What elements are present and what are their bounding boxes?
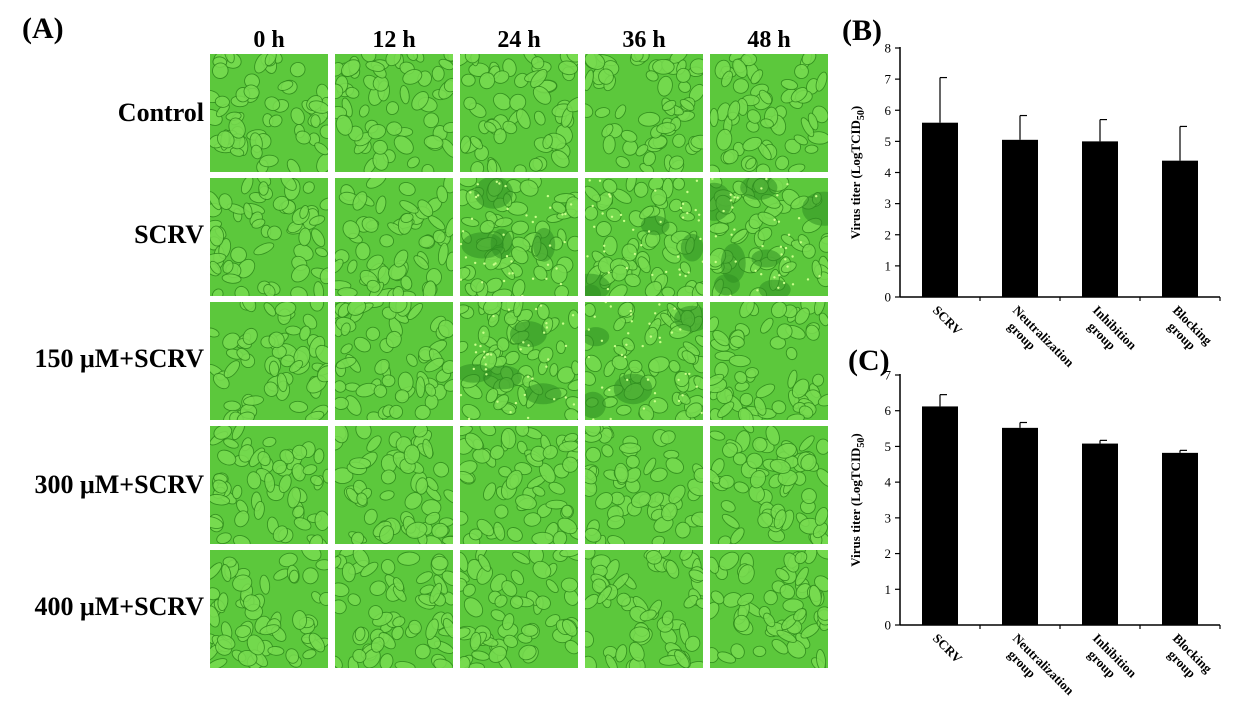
micrograph-texture	[335, 54, 453, 172]
panel-a-letter: (A)	[22, 12, 64, 45]
micrograph-300um-12h	[335, 426, 453, 544]
chart-b-y-axis-label: Virus titer (LogTCID50)	[848, 106, 867, 240]
column-label-48h: 48 h	[747, 27, 791, 53]
row-label-scrv: SCRV	[134, 220, 204, 249]
micrograph-texture	[210, 550, 328, 668]
column-label-24h: 24 h	[497, 27, 541, 53]
chart-b-y-tick-label: 2	[885, 227, 892, 242]
chart-b-bar-3	[1162, 160, 1198, 297]
micrograph-texture	[585, 550, 703, 668]
chart-b-panel-letter: (B)	[842, 14, 882, 47]
chart-c-y-tick-label: 4	[885, 475, 892, 490]
micrograph-300um-48h	[710, 426, 828, 544]
row-label-300um-scrv: 300 μM+SCRV	[34, 470, 204, 499]
micrograph-texture	[210, 178, 328, 296]
micrograph-scrv-48h	[710, 178, 828, 296]
micrograph-texture	[460, 178, 578, 296]
micrograph-scrv-36h	[585, 178, 703, 296]
row-label-control: Control	[117, 98, 204, 127]
micrograph-texture	[460, 426, 578, 544]
micrograph-scrv-12h	[335, 178, 453, 296]
chart-b-y-tick-label: 0	[885, 290, 892, 305]
chart-b-y-tick-label: 3	[885, 196, 892, 211]
micrograph-texture	[210, 302, 328, 420]
chart-b: (B) 0 1 2 3 4 5 6 7 8 Virus titer (LogTCID50) SCRV N…	[840, 0, 1240, 380]
column-label-36h: 36 h	[622, 27, 666, 53]
micrograph-texture	[585, 54, 703, 172]
column-label-12h: 12 h	[372, 27, 416, 53]
chart-c-bar-2	[1082, 443, 1118, 625]
chart-c-bar-0	[922, 406, 958, 625]
micrograph-control-12h	[335, 54, 453, 172]
chart-b-y-tick-label: 8	[885, 41, 892, 56]
chart-c-y-axis-label: Virus titer (LogTCID50)	[848, 433, 867, 567]
micrograph-texture	[460, 54, 578, 172]
chart-c-category-label-2: Inhibitiongroup	[1079, 631, 1140, 692]
micrograph-texture	[585, 426, 703, 544]
chart-b-y-tick-label: 7	[885, 72, 892, 87]
chart-c-bar-1	[1002, 427, 1038, 625]
micrograph-400um-48h	[710, 550, 828, 668]
micrograph-400um-36h	[585, 550, 703, 668]
micrograph-control-0h	[210, 54, 328, 172]
micrograph-control-24h	[460, 54, 578, 172]
chart-b-y-tick-label: 6	[885, 103, 892, 118]
micrograph-texture	[710, 550, 828, 668]
chart-c-y-tick-label: 5	[885, 439, 892, 454]
micrograph-400um-0h	[210, 550, 328, 668]
micrograph-texture	[585, 302, 703, 420]
chart-c-y-tick-label: 3	[885, 510, 892, 525]
chart-b-y-tick-label: 1	[885, 258, 892, 273]
micrograph-150um-36h	[585, 302, 703, 420]
micrograph-texture	[335, 426, 453, 544]
micrograph-300um-0h	[210, 426, 328, 544]
micrograph-300um-36h	[585, 426, 703, 544]
chart-c-y-tick-label: 1	[885, 582, 892, 597]
micrograph-150um-0h	[210, 302, 328, 420]
chart-c-panel-letter: (C)	[848, 344, 890, 377]
micrograph-texture	[710, 302, 828, 420]
chart-c-y-tick-label: 7	[885, 368, 892, 383]
micrograph-150um-48h	[710, 302, 828, 420]
chart-c-y-tick-label: 2	[885, 546, 892, 561]
chart-c-bar-3	[1162, 452, 1198, 625]
micrograph-texture	[710, 426, 828, 544]
chart-c-category-label-0: SCRV	[930, 631, 966, 667]
chart-c: (C) 0 1 2 3 4 5 6 7 Virus titer (LogTCID50) SCRV Ne…	[840, 330, 1240, 712]
micrograph-texture	[710, 178, 828, 296]
chart-b-y-tick-label: 4	[885, 165, 892, 180]
micrograph-scrv-0h	[210, 178, 328, 296]
row-label-400um-scrv: 400 μM+SCRV	[34, 592, 204, 621]
chart-c-svg: (C) 0 1 2 3 4 5 6 7 Virus titer (LogTCID50) SCRV Ne…	[848, 344, 1221, 709]
micrograph-400um-24h	[460, 550, 578, 668]
micrograph-texture	[335, 302, 453, 420]
chart-b-y-tick-label: 5	[885, 134, 892, 149]
micrograph-150um-12h	[335, 302, 453, 420]
chart-c-category-label-1: Neutralizationgroup	[999, 631, 1077, 709]
chart-b-bar-0	[922, 122, 958, 297]
micrograph-300um-24h	[460, 426, 578, 544]
micrograph-texture	[335, 178, 453, 296]
micrograph-150um-24h	[460, 302, 578, 420]
chart-b-bar-2	[1082, 141, 1118, 297]
micrograph-400um-12h	[335, 550, 453, 668]
micrograph-control-48h	[710, 54, 828, 172]
micrograph-texture	[460, 550, 578, 668]
micrograph-texture	[210, 426, 328, 544]
micrograph-texture	[585, 178, 703, 296]
chart-c-category-label-3: Blockinggroup	[1159, 631, 1215, 687]
chart-c-y-tick-label: 6	[885, 403, 892, 418]
panel-a: (A) 0 h 12 h 24 h 36 h 48 h Control SCRV…	[22, 12, 828, 668]
micrograph-texture	[335, 550, 453, 668]
micrograph-texture	[460, 302, 578, 420]
row-label-150um-scrv: 150 μM+SCRV	[34, 344, 204, 373]
micrograph-texture	[210, 54, 328, 172]
micrograph-control-36h	[585, 54, 703, 172]
column-label-0h: 0 h	[253, 27, 285, 53]
chart-b-bar-1	[1002, 139, 1038, 297]
micrograph-texture	[710, 54, 828, 172]
chart-c-y-tick-label: 0	[885, 618, 892, 633]
micrograph-scrv-24h	[460, 178, 578, 296]
